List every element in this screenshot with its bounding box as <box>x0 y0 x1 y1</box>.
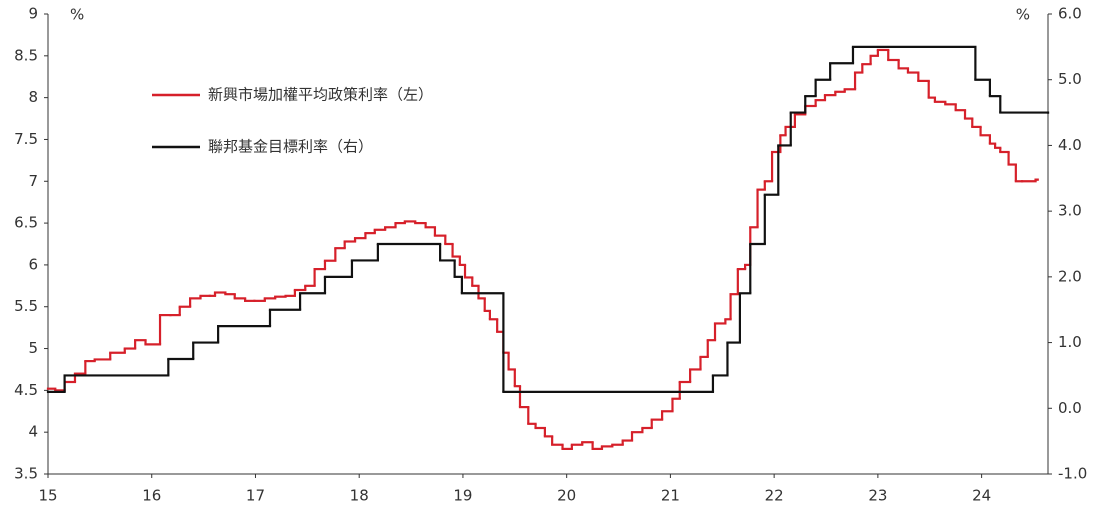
y-tick-label: 4 <box>28 423 38 441</box>
y2-tick-label: -1.0 <box>1058 465 1087 483</box>
y-tick-label: 5.5 <box>14 297 38 315</box>
x-tick-label: 20 <box>557 487 576 505</box>
y2-tick-label: 0.0 <box>1058 399 1082 417</box>
x-tick-label: 23 <box>868 487 887 505</box>
y2-tick-label: 2.0 <box>1058 267 1082 285</box>
y-tick-label: 3.5 <box>14 465 38 483</box>
x-tick-label: 22 <box>765 487 784 505</box>
y2-unit: % <box>1016 6 1030 24</box>
x-tick-label: 15 <box>38 487 57 505</box>
y-tick-label: 9 <box>28 5 38 23</box>
legend-label: 聯邦基金目標利率（右） <box>208 138 373 156</box>
x-tick-label: 24 <box>972 487 991 505</box>
y-tick-label: 5 <box>28 339 38 357</box>
y2-tick-label: 5.0 <box>1058 70 1082 88</box>
y-tick-label: 8 <box>28 88 38 106</box>
x-tick-label: 21 <box>661 487 680 505</box>
y2-tick-label: 3.0 <box>1058 202 1082 220</box>
x-tick-label: 16 <box>142 487 161 505</box>
y-unit: % <box>70 6 84 24</box>
y-tick-label: 7 <box>28 172 38 190</box>
y2-tick-label: 1.0 <box>1058 333 1082 351</box>
x-tick-label: 19 <box>453 487 472 505</box>
x-tick-label: 17 <box>246 487 265 505</box>
x-tick-label: 18 <box>350 487 369 505</box>
y-tick-label: 6.5 <box>14 214 38 232</box>
legend-label: 新興市場加權平均政策利率（左） <box>208 86 433 104</box>
y2-tick-label: 6.0 <box>1058 5 1082 23</box>
y2-tick-label: 4.0 <box>1058 136 1082 154</box>
y-tick-label: 7.5 <box>14 130 38 148</box>
y-tick-label: 4.5 <box>14 381 38 399</box>
y-tick-label: 8.5 <box>14 46 38 64</box>
y-tick-label: 6 <box>28 255 38 273</box>
